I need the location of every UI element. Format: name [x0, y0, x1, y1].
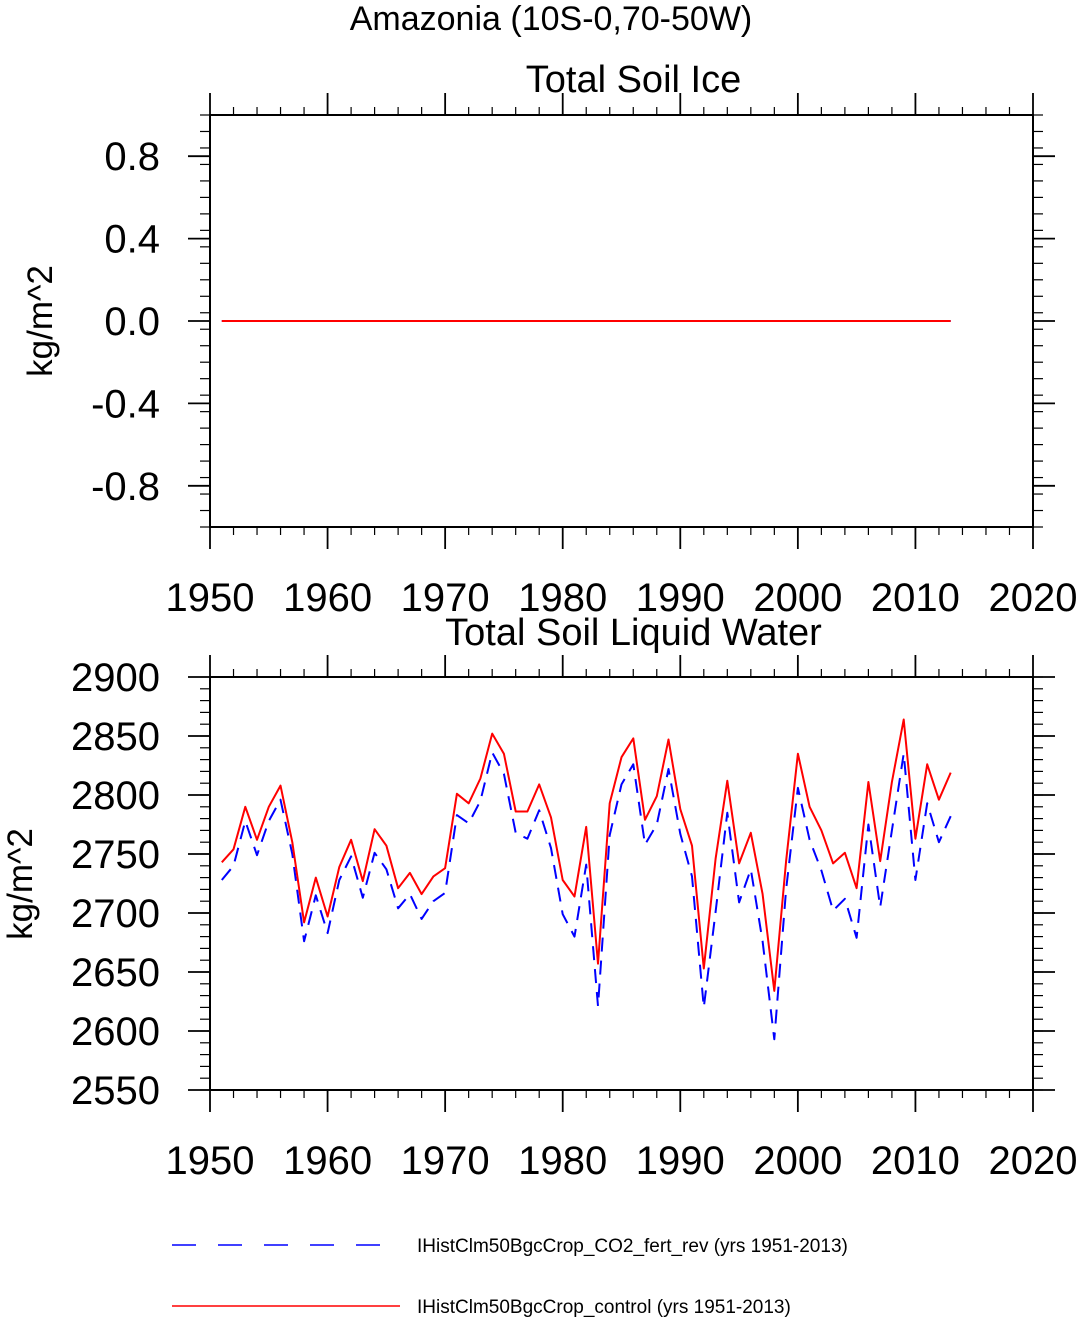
- y-tick-label: -0.8: [91, 465, 160, 509]
- legend-label-co2-fert-rev: IHistClm50BgcCrop_CO2_fert_rev (yrs 1951…: [417, 1236, 848, 1257]
- panel-title: Total Soil Ice: [526, 59, 741, 101]
- panel-total-soil-ice: Total Soil Ice kg/m^2 1950 1960 1970 1980 1990…: [21, 59, 1077, 620]
- y-tick-label: 2600: [71, 1010, 160, 1054]
- x-tick-label: 1970: [401, 576, 490, 620]
- y-axis-label: kg/m^2: [21, 265, 60, 377]
- x-tick-label: 1960: [283, 576, 372, 620]
- y-tick-label: 0.4: [104, 218, 160, 262]
- y-tick-label: 2650: [71, 951, 160, 995]
- y-tick-label: 0.8: [104, 135, 160, 179]
- legend: IHistClm50BgcCrop_CO2_fert_rev (yrs 1951…: [172, 1236, 848, 1318]
- figure-title: Amazonia (10S-0,70-50W): [350, 0, 753, 38]
- x-tick-label: 1950: [166, 1139, 255, 1183]
- x-tick-label: 2000: [753, 1139, 842, 1183]
- x-tick-label: 1990: [636, 576, 725, 620]
- y-tick-label: 2750: [71, 833, 160, 877]
- panel-title: Total Soil Liquid Water: [445, 612, 822, 654]
- y-tick-label: 0.0: [104, 300, 160, 344]
- legend-label-control: IHistClm50BgcCrop_control (yrs 1951-2013…: [417, 1297, 791, 1318]
- y-tick-label: 2800: [71, 774, 160, 818]
- panel-total-soil-liquid-water: Total Soil Liquid Water kg/m^2 1950 1960 197…: [1, 612, 1077, 1183]
- series-line-co2-fert-rev: [221, 751, 952, 1041]
- x-tick-label: 1950: [166, 576, 255, 620]
- y-tick-label: 2700: [71, 892, 160, 936]
- legend-entry-co2-fert-rev: IHistClm50BgcCrop_CO2_fert_rev (yrs 1951…: [172, 1236, 848, 1257]
- x-tick-label: 2020: [989, 576, 1078, 620]
- x-tick-label: 1980: [518, 1139, 607, 1183]
- x-tick-label: 1980: [518, 576, 607, 620]
- y-tick-label: 2900: [71, 656, 160, 700]
- series-line-control: [221, 718, 952, 992]
- x-tick-label: 2010: [871, 1139, 960, 1183]
- y-tick-label: 2550: [71, 1069, 160, 1113]
- x-tick-label: 1990: [636, 1139, 725, 1183]
- y-tick-label: -0.4: [91, 382, 160, 426]
- y-tick-label: 2850: [71, 715, 160, 759]
- x-tick-label: 1970: [401, 1139, 490, 1183]
- y-axis-label: kg/m^2: [1, 828, 40, 940]
- x-tick-label: 2000: [753, 576, 842, 620]
- x-tick-label: 2010: [871, 576, 960, 620]
- legend-entry-control: IHistClm50BgcCrop_control (yrs 1951-2013…: [172, 1297, 791, 1318]
- x-tick-label: 2020: [989, 1139, 1078, 1183]
- x-tick-label: 1960: [283, 1139, 372, 1183]
- plot-frame: [209, 676, 1034, 1091]
